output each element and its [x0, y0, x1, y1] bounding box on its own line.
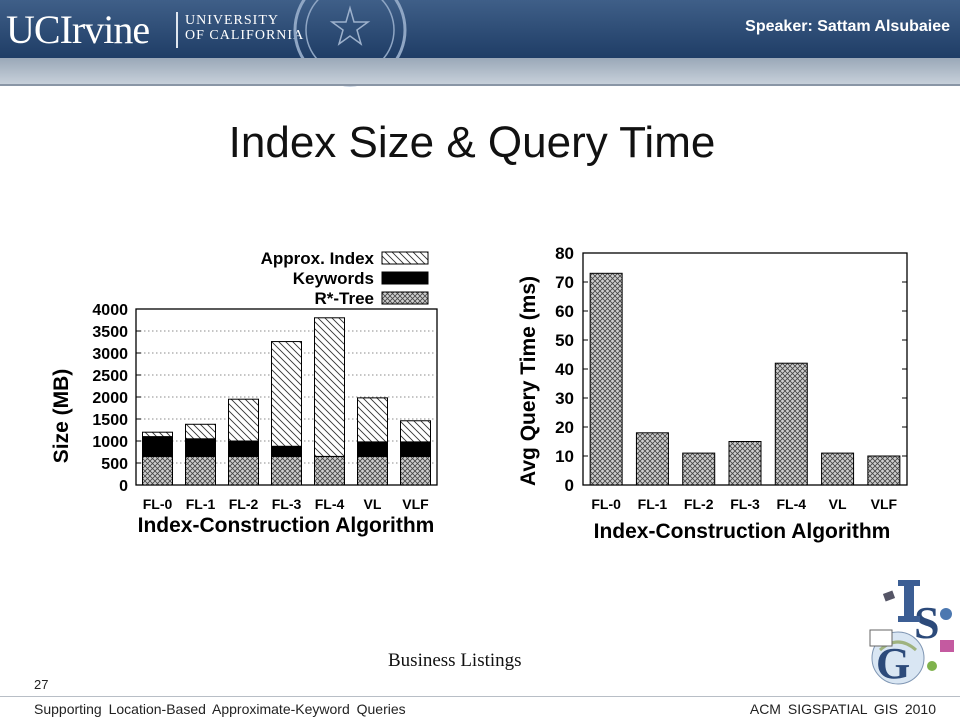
time-bar: [728, 441, 762, 486]
size-bar-segment: [142, 455, 173, 486]
size-legend-swatch: [381, 271, 429, 285]
size-x-tick-label: FL-2: [229, 496, 259, 512]
size-x-tick-label: FL-1: [186, 496, 216, 512]
time-x-tick-label: VL: [829, 496, 847, 512]
size-bar-segment: [400, 441, 431, 457]
time-x-tick-label: FL-2: [684, 496, 714, 512]
size-bar-segment: [228, 398, 259, 442]
size-y-tick-label: 1500: [92, 412, 128, 429]
size-bar-segment: [314, 455, 345, 486]
size-legend-label: Keywords: [293, 269, 374, 288]
size-legend-swatch: [381, 251, 429, 265]
time-y-tick-label: 40: [555, 360, 574, 379]
size-bar-segment: [271, 341, 302, 447]
footer-conference: ACM SIGSPATIAL GIS 2010: [749, 701, 936, 717]
chart-caption: Business Listings: [388, 650, 522, 671]
time-y-tick-label: 30: [555, 389, 574, 408]
size-bar-segment: [357, 441, 388, 457]
svg-text:S: S: [914, 597, 940, 648]
size-bar-segment: [357, 455, 388, 486]
size-bar-segment: [314, 317, 345, 457]
logo-california-line: OF CALIFORNIA: [185, 28, 305, 43]
time-x-axis-label: Index-Construction Algorithm: [594, 520, 891, 543]
time-y-tick-label: 10: [555, 447, 574, 466]
size-bar-segment: [142, 436, 173, 457]
page-number: 27: [34, 677, 49, 692]
size-x-tick-label: FL-0: [143, 496, 173, 512]
logo-university-line: UNIVERSITY: [185, 13, 279, 28]
time-y-tick-label: 60: [555, 302, 574, 321]
size-bar-segment: [185, 438, 216, 457]
size-y-tick-label: 3000: [92, 346, 128, 363]
size-x-axis-label: Index-Construction Algorithm: [138, 514, 435, 537]
size-x-tick-label: FL-3: [272, 496, 302, 512]
size-bar-segment: [228, 455, 259, 486]
time-bar: [867, 455, 901, 486]
acm-gis-logo-icon: G S: [869, 580, 954, 688]
time-plot-area: 0 10 20 30 40 50 60 70 80 FL-0 FL-1 FL-2 FL-3 FL-4 VL V…: [555, 244, 908, 512]
size-y-tick-label: 500: [101, 456, 128, 473]
size-y-tick-label: 1000: [92, 434, 128, 451]
time-x-tick-label: VLF: [871, 496, 898, 512]
time-x-tick-label: FL-1: [638, 496, 668, 512]
size-legend-label: Approx. Index: [261, 249, 375, 268]
size-x-tick-label: VLF: [402, 496, 429, 512]
speaker-label: Speaker: Sattam Alsubaiee: [745, 18, 950, 35]
size-y-tick-label: 2000: [92, 390, 128, 407]
time-bar: [635, 432, 669, 486]
time-bar: [774, 362, 808, 486]
size-bar-segment: [185, 423, 216, 440]
time-y-tick-label: 70: [555, 273, 574, 292]
time-y-tick-label: 0: [565, 476, 574, 495]
size-bar-segment: [357, 397, 388, 443]
time-x-tick-label: FL-4: [777, 496, 807, 512]
size-bar-segment: [271, 445, 302, 457]
time-x-tick-label: FL-0: [591, 496, 621, 512]
size-bar-segment: [400, 420, 431, 443]
footer-title: Supporting Location-Based Approximate-Ke…: [34, 701, 406, 717]
uci-logo-text: UCIrvine: [6, 7, 150, 52]
time-bar: [682, 452, 716, 486]
size-bar-segment: [271, 455, 302, 486]
time-y-tick-label: 50: [555, 331, 574, 350]
size-bar-segment: [185, 455, 216, 486]
size-bar-segment: [400, 455, 431, 486]
size-legend-label: R*-Tree: [314, 289, 374, 308]
size-y-tick-label: 4000: [92, 302, 128, 319]
uc-logo-subtitle: UNIVERSITY OF CALIFORNIA: [185, 13, 325, 43]
time-bar: [821, 452, 855, 486]
time-y-tick-label: 80: [555, 244, 574, 263]
size-y-axis-label: Size (MB): [50, 369, 73, 464]
size-x-tick-label: FL-4: [315, 496, 345, 512]
size-y-tick-label: 0: [119, 478, 128, 495]
size-y-tick-label: 2500: [92, 368, 128, 385]
time-x-tick-label: FL-3: [730, 496, 760, 512]
size-plot-area: 0 500 1000 1500 2000 2500 3000 3500 4000 FL-0 FL-1…: [92, 302, 438, 512]
footer-bar: Supporting Location-Based Approximate-Ke…: [0, 696, 960, 721]
size-legend-swatch: [381, 291, 429, 305]
svg-text:G: G: [876, 639, 910, 688]
size-x-tick-label: VL: [364, 496, 382, 512]
header-bar: UCIrvine UNIVERSITY OF CALIFORNIA Speake…: [0, 0, 960, 87]
header-band: [0, 58, 960, 84]
header-divider: [0, 84, 960, 86]
slide-title: Index Size & Query Time: [228, 118, 716, 167]
time-bar: [589, 272, 623, 486]
query-time-chart: 0 10 20 30 40 50 60 70 80 FL-0 FL-1 FL-2 FL-3 FL-4 VL V…: [517, 244, 908, 543]
time-y-axis-label: Avg Query Time (ms): [517, 276, 540, 486]
size-y-tick-label: 3500: [92, 324, 128, 341]
size-bar-segment: [142, 431, 173, 438]
logo-separator: [176, 12, 178, 48]
size-bar-segment: [228, 440, 259, 457]
time-y-tick-label: 20: [555, 418, 574, 437]
